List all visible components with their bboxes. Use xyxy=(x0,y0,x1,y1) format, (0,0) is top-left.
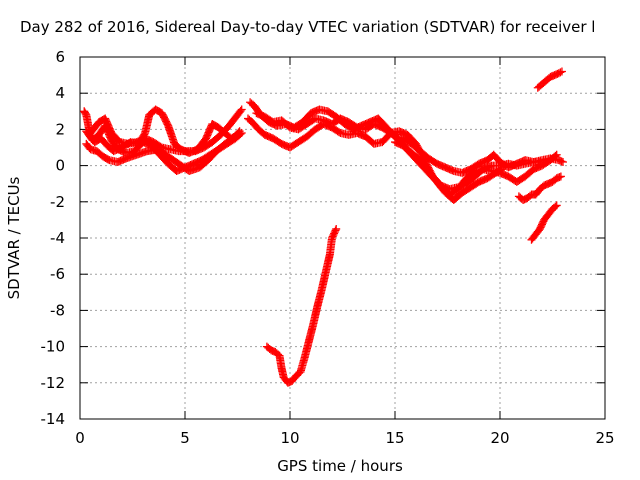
data-series xyxy=(527,201,561,244)
y-axis-label: SDTVAR / TECUs xyxy=(5,176,23,299)
data-point xyxy=(552,201,561,210)
y-tick-label: -4 xyxy=(50,229,65,247)
x-tick-label: 10 xyxy=(280,429,299,447)
y-tick-label: -6 xyxy=(50,265,65,283)
data-point xyxy=(496,165,505,174)
data-point xyxy=(551,151,560,160)
y-tick-label: -10 xyxy=(41,338,66,356)
y-tick-label: 2 xyxy=(55,120,65,138)
data-point xyxy=(235,127,244,136)
y-tick-label: 4 xyxy=(55,84,65,102)
data-point xyxy=(332,224,341,233)
y-tick-label: -2 xyxy=(50,193,65,211)
axis-ticks xyxy=(79,56,606,420)
data-point xyxy=(556,172,565,181)
data-series xyxy=(86,105,246,156)
y-tick-label: 6 xyxy=(55,48,65,66)
data-point xyxy=(551,202,560,211)
data-series xyxy=(514,172,565,204)
x-tick-labels: 0 5 10 15 20 25 xyxy=(75,429,614,447)
data-point xyxy=(234,128,243,137)
data-series xyxy=(262,224,341,387)
data-points xyxy=(80,67,567,387)
y-tick-labels: -14 -12 -10 -8 -6 -4 -2 0 2 4 6 xyxy=(41,48,66,428)
x-tick-label: 20 xyxy=(490,429,509,447)
grid xyxy=(80,57,605,419)
data-point xyxy=(331,226,340,235)
data-point xyxy=(557,67,566,76)
x-axis-label: GPS time / hours xyxy=(277,457,403,475)
chart-title-text: Day 282 of 2016, Sidereal Day-to-day VTE… xyxy=(20,18,596,36)
x-tick-label: 25 xyxy=(595,429,614,447)
data-series xyxy=(391,138,507,204)
x-tick-label: 5 xyxy=(180,429,190,447)
data-series xyxy=(533,67,566,92)
chart-title: Day 282 of 2016, Sidereal Day-to-day VTE… xyxy=(0,18,640,38)
data-series xyxy=(252,109,561,199)
data-point xyxy=(552,150,561,159)
data-point xyxy=(237,105,246,114)
data-point xyxy=(236,106,245,115)
y-tick-label: -8 xyxy=(50,301,65,319)
x-tick-label: 0 xyxy=(75,429,85,447)
data-point xyxy=(559,157,567,166)
data-point xyxy=(498,165,507,174)
data-series xyxy=(82,127,244,176)
x-tick-label: 15 xyxy=(385,429,404,447)
y-tick-label: -12 xyxy=(41,374,66,392)
y-tick-label: 0 xyxy=(55,157,65,175)
data-point xyxy=(556,68,565,77)
y-tick-label: -14 xyxy=(41,410,66,428)
